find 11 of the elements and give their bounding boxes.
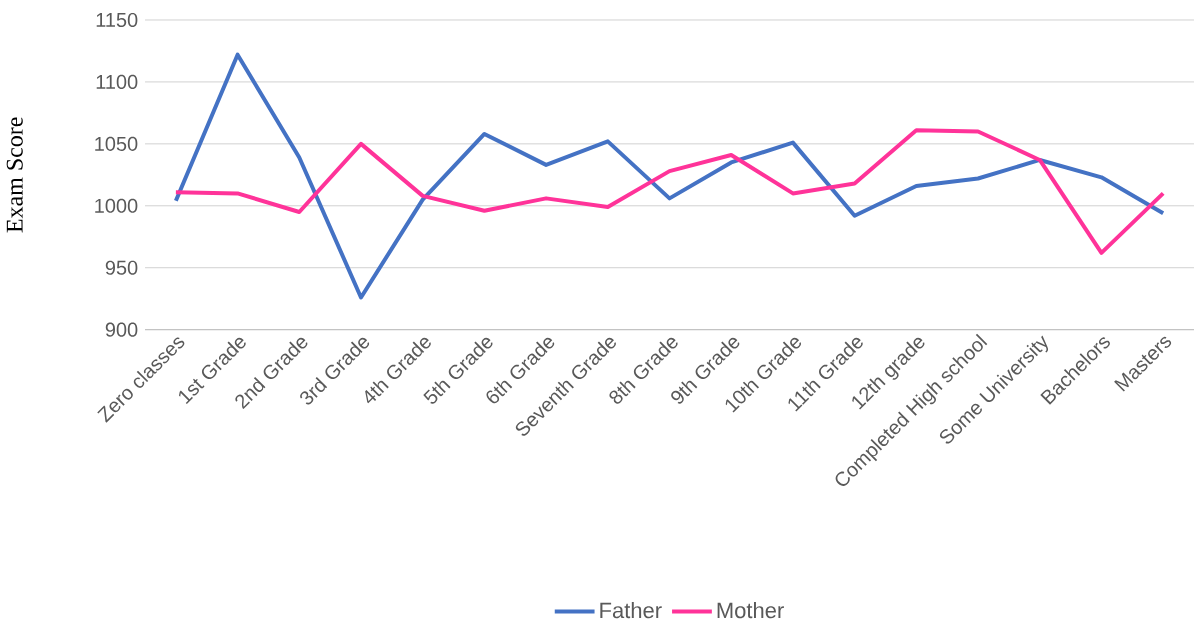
y-axis-title: Exam Score (6, 117, 23, 233)
y-tick-label: 1050 (95, 136, 138, 151)
y-tick-label: 1100 (96, 74, 138, 89)
legend-label: Mother (717, 601, 784, 618)
legend-label: Father (600, 601, 662, 618)
line-series (173, 128, 1166, 255)
y-tick-label: 1150 (96, 12, 138, 27)
y-tick-label: 950 (105, 260, 138, 275)
y-tick-label: 1000 (95, 198, 138, 213)
line-series (173, 52, 1166, 300)
y-tick-label: 900 (105, 322, 138, 337)
